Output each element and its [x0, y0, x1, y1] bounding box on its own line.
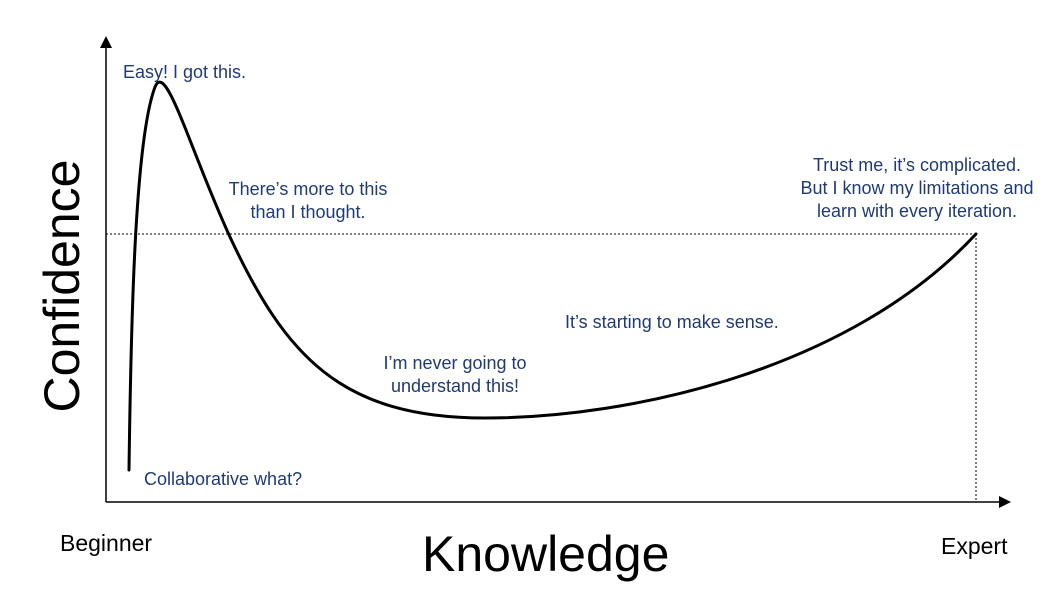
annotation-line: understand this!: [390, 376, 520, 396]
annotation-line: Collaborative what?: [144, 469, 303, 489]
annotation-peak: Easy! I got this.: [123, 61, 246, 84]
annotation-valley: I’m never going to understand this!: [365, 352, 545, 398]
annotation-line: learn with every iteration.: [816, 201, 1018, 221]
annotation-line: It’s starting to make sense.: [565, 312, 779, 332]
annotation-line: than I thought.: [250, 202, 366, 222]
annotation-line: Easy! I got this.: [123, 62, 247, 82]
annotation-decline: There’s more to this than I thought.: [214, 178, 402, 224]
annotation-line: There’s more to this: [228, 179, 388, 199]
annotation-expert: Trust me, it’s complicated. But I know m…: [784, 154, 1050, 223]
annotation-climb: It’s starting to make sense.: [565, 311, 779, 334]
annotation-line: Trust me, it’s complicated.: [812, 155, 1022, 175]
x-axis-start-label: Beginner: [60, 530, 153, 556]
annotation-start: Collaborative what?: [144, 468, 302, 491]
x-axis-title: Knowledge: [422, 526, 670, 582]
y-axis-title: Confidence: [34, 159, 90, 413]
annotation-line: But I know my limitations and: [800, 178, 1034, 198]
dunning-kruger-curve: [127, 80, 978, 472]
x-axis-end-label: Expert: [941, 533, 1008, 559]
annotation-line: I’m never going to: [383, 353, 527, 373]
